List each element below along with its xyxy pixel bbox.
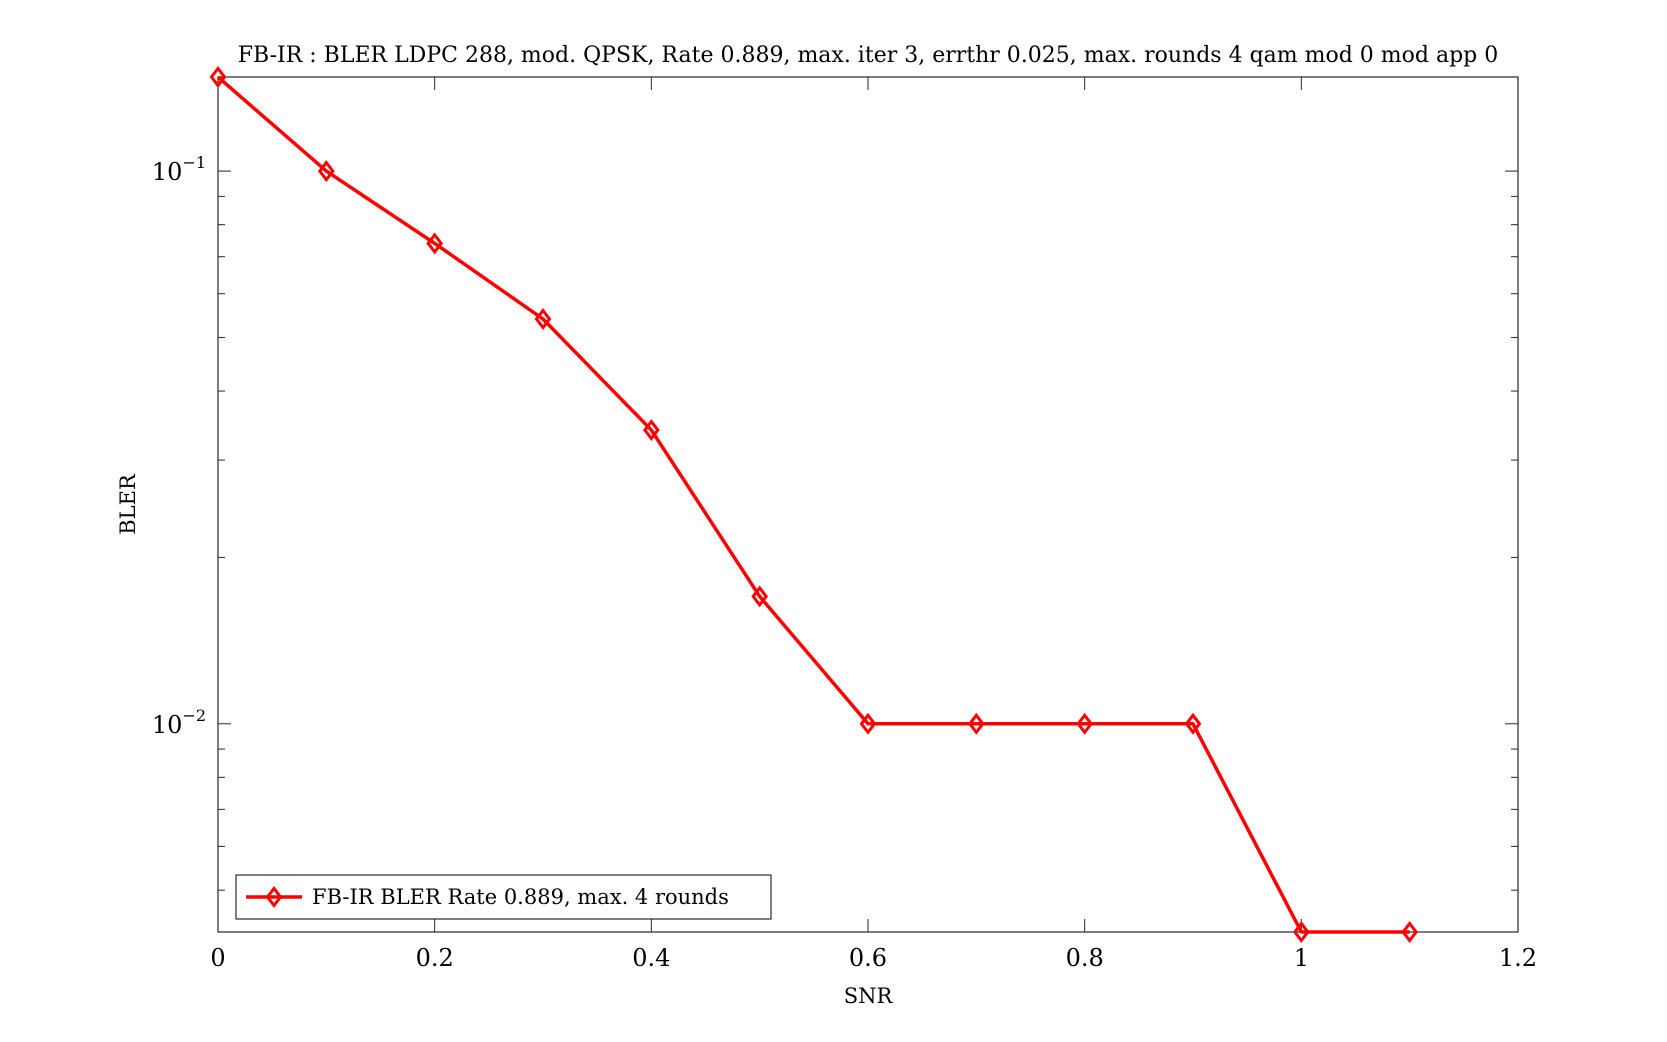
data-point-marker [859, 712, 877, 735]
x-tick-label: 0.6 [849, 944, 887, 972]
data-point-marker [426, 232, 444, 255]
y-tick-label: 10−2 [152, 706, 206, 739]
legend-entry: FB-IR BLER Rate 0.889, max. 4 rounds [312, 885, 729, 909]
y-tick-label: 10−1 [152, 153, 206, 186]
axis-ticks: 0 0.2 0.4 0.6 0.8 1 1.2 10−1 10−2 [152, 77, 1537, 972]
legend-diamond-marker [265, 886, 283, 908]
plot-area [217, 76, 1519, 933]
y-axis-label: BLER [116, 473, 140, 535]
data-point-marker [1401, 921, 1419, 943]
data-point-marker [642, 419, 660, 442]
data-point-marker [534, 308, 552, 330]
x-tick-label: 1 [1294, 944, 1309, 972]
plot-frame [217, 76, 1519, 933]
data-point-marker [751, 585, 769, 608]
data-point-marker [317, 160, 335, 183]
data-point-marker [209, 66, 227, 88]
data-point-marker [967, 712, 985, 735]
chart-title: FB-IR : BLER LDPC 288, mod. QPSK, Rate 0… [238, 43, 1499, 68]
data-point-marker [1076, 712, 1094, 735]
x-axis-label: SNR [844, 984, 894, 1008]
legend-box [235, 874, 772, 920]
x-tick-label: 0.4 [632, 944, 670, 972]
data-point-marker [1184, 712, 1202, 735]
x-tick-label: 1.2 [1499, 944, 1537, 972]
x-tick-label: 0.2 [416, 944, 454, 972]
legend: FB-IR BLER Rate 0.889, max. 4 rounds [235, 874, 772, 920]
data-point-marker [1292, 921, 1310, 943]
x-tick-label: 0 [210, 944, 225, 972]
x-tick-label: 0.8 [1066, 944, 1104, 972]
series-line [216, 75, 1410, 934]
series-lines [209, 66, 1419, 943]
